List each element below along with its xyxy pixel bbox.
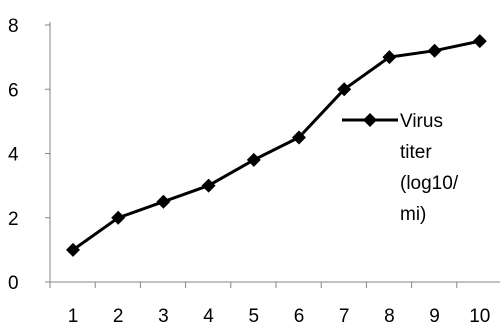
x-tick-label: 1 xyxy=(68,306,79,327)
axes xyxy=(45,22,500,288)
x-tick-label: 5 xyxy=(249,306,260,327)
x-tick-labels: 1 2 3 4 5 6 7 8 9 10 xyxy=(68,306,491,327)
data-point-marker xyxy=(246,152,261,167)
y-tick-label: 4 xyxy=(8,145,19,166)
data-point-marker xyxy=(201,178,216,193)
data-point-marker xyxy=(382,50,397,65)
series-group xyxy=(66,34,487,257)
data-point-marker xyxy=(337,82,352,97)
x-tick-label: 7 xyxy=(339,306,350,327)
y-tick-label: 2 xyxy=(8,209,19,230)
data-point-marker xyxy=(111,210,126,225)
legend-label: Virus xyxy=(400,111,443,132)
data-point-marker xyxy=(292,130,306,145)
legend-marker xyxy=(363,113,377,127)
legend-label: (log10/ xyxy=(400,173,459,194)
y-tick-label: 0 xyxy=(8,273,19,294)
x-tick-label: 4 xyxy=(203,306,214,327)
y-tick-label: 8 xyxy=(8,16,19,37)
x-tick-label: 9 xyxy=(429,306,440,327)
legend-label: titer xyxy=(400,142,432,163)
data-point-marker xyxy=(156,194,171,209)
x-tick-label: 3 xyxy=(158,306,169,327)
series-line xyxy=(72,39,481,252)
y-tick-label: 6 xyxy=(8,80,19,101)
legend-label: mi) xyxy=(400,204,426,225)
x-tick-label: 8 xyxy=(384,306,395,327)
legend: Virus titer (log10/mi) xyxy=(342,111,459,225)
data-point-marker xyxy=(472,34,487,49)
data-point-marker xyxy=(427,43,442,58)
y-tick-labels: 0 2 4 6 8 xyxy=(8,16,19,294)
data-point-marker xyxy=(66,242,80,257)
x-tick-label: 2 xyxy=(113,306,124,327)
x-tick-label: 6 xyxy=(294,306,305,327)
x-tick-label: 10 xyxy=(469,306,490,327)
